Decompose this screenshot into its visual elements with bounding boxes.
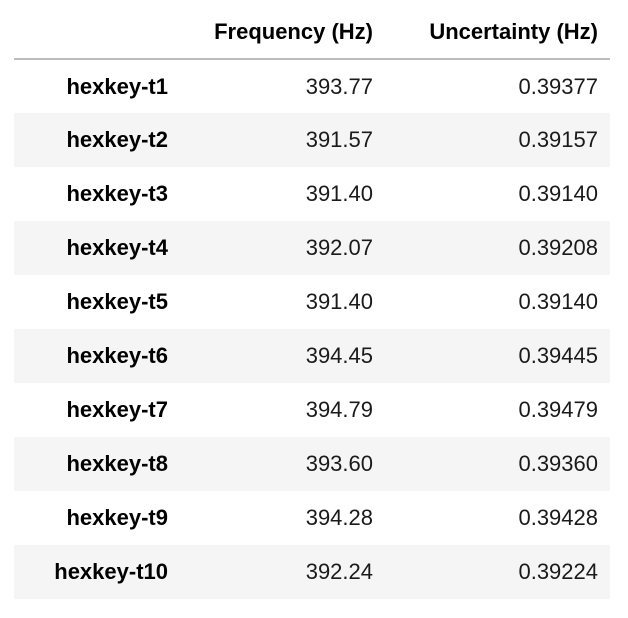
table-header: Frequency (Hz) Uncertainty (Hz) [14,6,610,60]
uncertainty-cell: 0.39157 [518,127,598,152]
frequency-cell: 391.57 [305,127,373,152]
frequency-column-header: Frequency (Hz) [171,6,385,60]
frequency-cell: 394.28 [305,505,373,530]
frequency-cell: 394.45 [305,343,373,368]
table-row: hexkey-t9 394.28 0.39428 [14,491,610,545]
row-index-label: hexkey-t8 [66,451,168,476]
frequency-cell: 394.79 [305,397,373,422]
table-body: hexkey-t1 393.77 0.39377 hexkey-t2 391.57 0.3… [14,59,610,599]
frequency-cell: 393.77 [305,73,373,99]
row-index-label: hexkey-t5 [66,289,168,314]
table-row: hexkey-t4 392.07 0.39208 [14,221,610,275]
row-index-label: hexkey-t4 [66,235,168,260]
row-index-label: hexkey-t7 [66,397,168,422]
frequency-cell: 393.60 [305,451,373,476]
uncertainty-cell: 0.39428 [518,505,598,530]
row-index-label: hexkey-t10 [54,559,168,584]
row-index-label: hexkey-t9 [66,505,168,530]
row-index-label: hexkey-t2 [66,127,168,152]
frequency-cell: 391.40 [305,181,373,206]
frequency-cell: 392.24 [305,559,373,584]
uncertainty-column-header: Uncertainty (Hz) [385,6,610,60]
data-table: Frequency (Hz) Uncertainty (Hz) hexkey-t… [14,6,610,599]
row-index-label: hexkey-t6 [66,343,168,368]
table-row: hexkey-t3 391.40 0.39140 [14,167,610,221]
table-row: hexkey-t1 393.77 0.39377 [14,59,610,113]
uncertainty-cell: 0.39140 [518,289,598,314]
uncertainty-cell: 0.39360 [518,451,598,476]
table-row: hexkey-t7 394.79 0.39479 [14,383,610,437]
uncertainty-cell: 0.39479 [518,397,598,422]
table-row: hexkey-t2 391.57 0.39157 [14,113,610,167]
table-row: hexkey-t8 393.60 0.39360 [14,437,610,491]
header-row: Frequency (Hz) Uncertainty (Hz) [14,6,610,60]
table-row: hexkey-t6 394.45 0.39445 [14,329,610,383]
frequency-cell: 392.07 [305,235,373,260]
row-index-label: hexkey-t1 [66,73,168,99]
table-row: hexkey-t5 391.40 0.39140 [14,275,610,329]
row-index-label: hexkey-t3 [66,181,168,206]
uncertainty-cell: 0.39445 [518,343,598,368]
uncertainty-cell: 0.39140 [518,181,598,206]
uncertainty-cell: 0.39224 [518,559,598,584]
table-row: hexkey-t10 392.24 0.39224 [14,545,610,599]
index-column-header [14,6,171,60]
uncertainty-cell: 0.39377 [518,73,598,99]
frequency-cell: 391.40 [305,289,373,314]
uncertainty-cell: 0.39208 [518,235,598,260]
